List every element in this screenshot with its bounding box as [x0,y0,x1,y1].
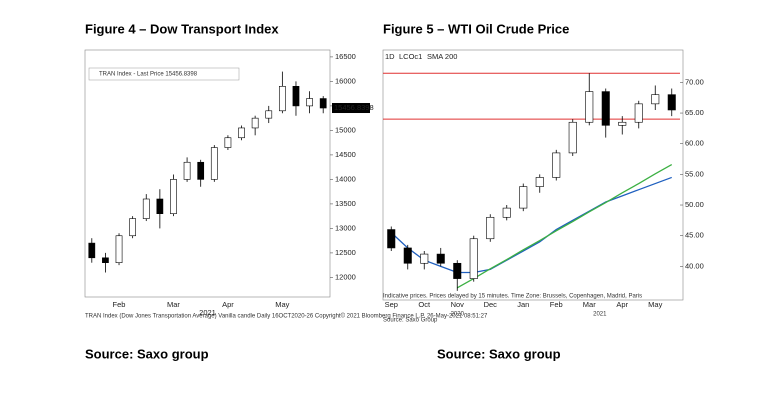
candle-body [420,253,429,264]
y-tick-label: 15000 [335,125,356,134]
source: Source: Saxo group [437,346,561,361]
candle-body [651,94,660,105]
y-tick-label: 40.00 [685,261,704,270]
last-price-box [332,103,370,114]
x-tick-label: Oct [418,300,431,309]
candle-body [170,179,177,214]
y-tick-label: 14000 [335,174,356,183]
x-tick-label: Apr [222,300,234,309]
candle-body [552,152,561,178]
candle-body [585,91,594,123]
candle-body [486,216,495,240]
candle-body [251,117,259,129]
y-tick-label: 65.00 [685,108,704,117]
plot-frame [84,49,331,298]
candle-body [469,238,478,279]
x-tick-label: Dec [484,300,498,309]
x-tick-label: May [275,300,289,309]
y-tick-label: 13000 [335,223,356,232]
legend: TRAN Index - Last Price 15456.8398 [99,72,198,78]
figure-title: Figure 4 – Dow Transport Index [85,21,279,36]
y-tick-label: 13500 [335,199,356,208]
x-axis-label: 2021 [199,308,216,317]
y-tick-label: 16500 [335,52,356,61]
x-tick-label: Mar [167,300,180,309]
y-tick-label: 50.00 [685,200,704,209]
candle-body [129,218,137,237]
x-tick-label: Sep [385,300,398,309]
candle-body [102,257,109,263]
candle-body [292,86,300,107]
figure-title: Figure 5 – WTI Oil Crude Price [383,21,569,36]
chart-header: SMA 200 [427,52,457,61]
candle-body [238,127,245,139]
x-tick-label: Jan [517,300,529,309]
candle-body [224,137,232,148]
credit: Indicative prices. Prices delayed by 15 … [383,294,642,300]
chart-header: 1D [385,52,395,61]
candle-body [403,247,412,264]
candle-body [667,94,676,111]
chart-header: LCOc1 [399,52,422,61]
candle-body [115,235,123,264]
candle-body [568,121,577,154]
y-tick-label: 55.00 [685,169,704,178]
candle-body [535,177,544,187]
y-tick-label: 14500 [335,150,356,159]
candle-body [142,198,150,219]
line-series [390,176,672,274]
candle-body [278,86,286,112]
credit: TRAN Index (Dow Jones Transportation Ave… [85,313,488,320]
candle-body [601,91,610,126]
x-tick-label: May [648,300,662,309]
last-price: 15456.8398 [334,103,374,112]
y-tick-label: 12500 [335,248,356,257]
x-tick-label: Mar [583,300,596,309]
line-series [456,163,673,289]
y-tick-label: 45.00 [685,231,704,240]
candle-body [453,262,462,279]
x-year-label: 2020 [451,312,465,318]
candle-body [519,186,528,209]
candle-body [306,98,313,107]
source: Source: Saxo group [85,346,209,361]
x-tick-label: Feb [113,300,126,309]
candle-body [436,253,445,264]
candle-body [197,161,205,180]
y-tick-label: 16000 [335,76,356,85]
y-tick-label: 60.00 [685,139,704,148]
candle-body [265,110,273,119]
candle-body [502,207,511,218]
candle-body [88,242,96,259]
x-tick-label: Apr [616,300,628,309]
candle-body [183,161,191,180]
x-year-label: 2021 [593,312,607,318]
y-tick-label: 70.00 [685,77,704,86]
candle-body [210,147,218,180]
candle-body [319,98,327,109]
candle-body [618,121,627,126]
candle-body [634,103,643,123]
x-tick-label: Feb [550,300,563,309]
candle-body [387,229,396,249]
x-tick-label: Nov [451,300,465,309]
caption-source: Source: Saxo Group [383,318,438,324]
y-tick-label: 12000 [335,272,356,281]
candle-body [156,198,164,214]
legend-box [88,67,240,81]
plot-frame [382,49,684,301]
